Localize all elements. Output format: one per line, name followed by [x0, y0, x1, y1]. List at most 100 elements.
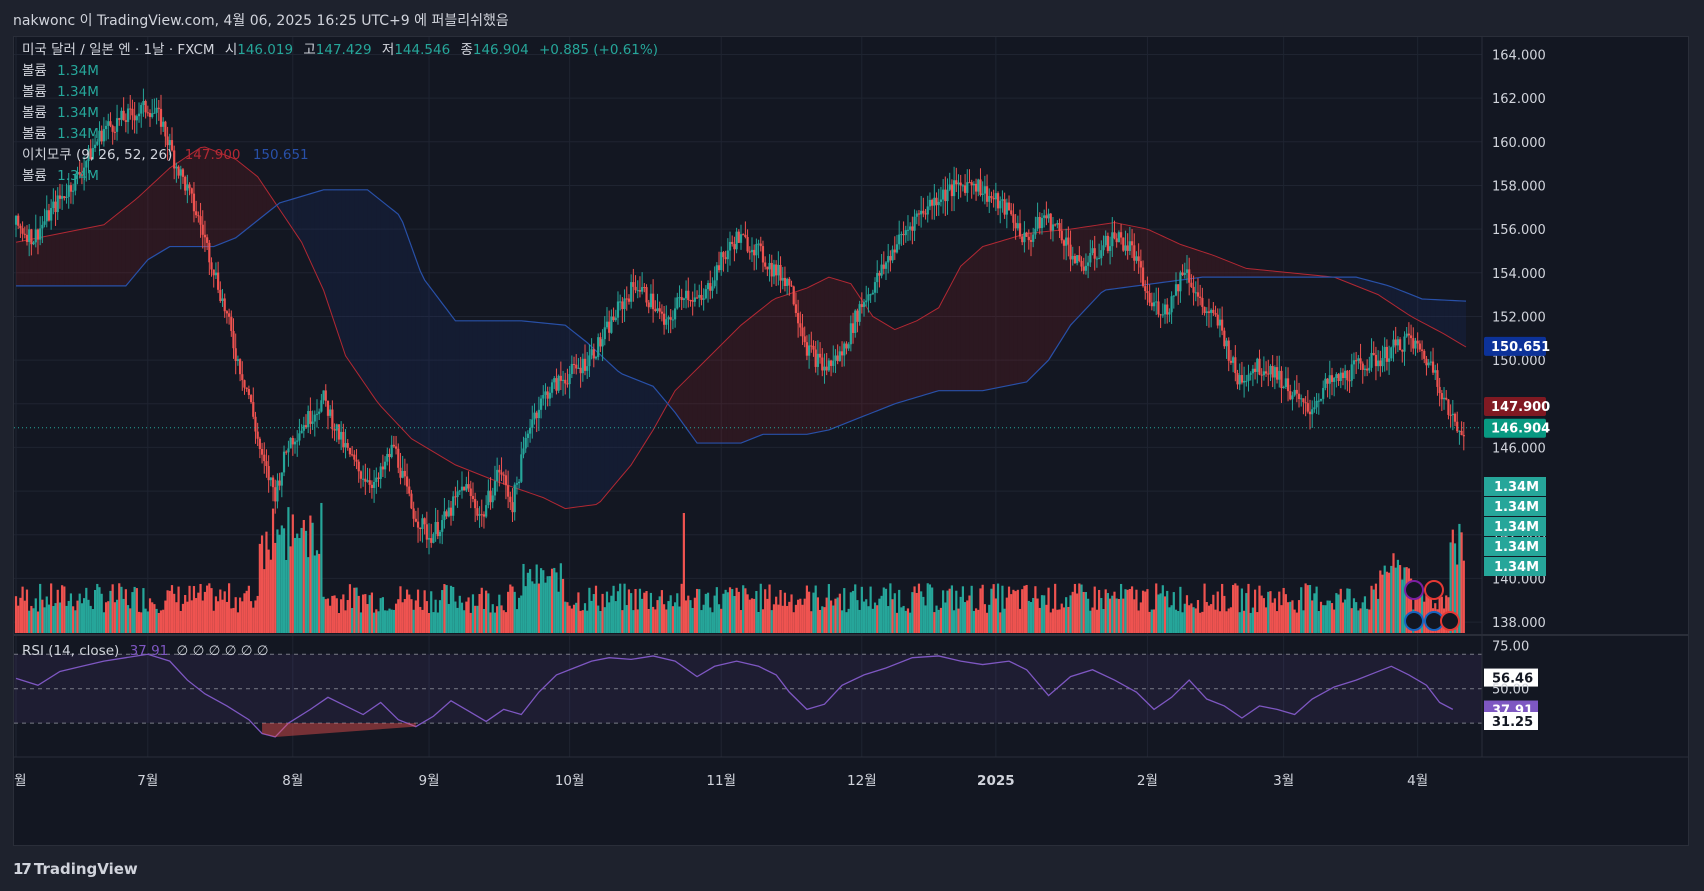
- volume-bar: [572, 604, 576, 633]
- candle-body: [959, 182, 962, 186]
- candle-body: [966, 182, 969, 193]
- ichimoku-cloud-fill: [1272, 271, 1278, 278]
- volume-bar: [245, 590, 248, 633]
- candle-body: [608, 321, 611, 333]
- candle-body: [792, 286, 795, 305]
- price-chart[interactable]: 164.000162.000160.000158.000156.000154.0…: [14, 37, 1688, 845]
- candle-body: [770, 262, 773, 277]
- volume-bar: [1065, 597, 1068, 633]
- candle-body: [1390, 347, 1393, 359]
- volume-bar: [939, 607, 943, 633]
- volume-bar: [843, 588, 846, 633]
- candle-body: [507, 485, 510, 497]
- candle-body: [528, 427, 532, 434]
- volume-bar: [1379, 570, 1382, 633]
- volume-bar: [425, 601, 428, 633]
- candle-body: [810, 345, 813, 347]
- volume-bar: [173, 593, 176, 633]
- candle-body: [909, 226, 912, 230]
- volume-bar: [1449, 542, 1452, 633]
- volume-bar: [140, 612, 143, 633]
- candle-body: [443, 511, 446, 521]
- candle-body: [212, 269, 215, 276]
- rsi-band: [14, 654, 1482, 724]
- volume-row[interactable]: 볼륨 1.34M: [22, 166, 658, 187]
- volume-bar: [89, 605, 92, 633]
- volume-row[interactable]: 볼륨 1.34M: [22, 82, 658, 103]
- candle-body: [1442, 397, 1446, 400]
- ichimoku-cloud-fill: [1246, 268, 1251, 278]
- volume-label-bg: [1484, 517, 1546, 536]
- candle-body: [467, 484, 470, 489]
- candle-body: [1133, 245, 1136, 261]
- change-value: +0.885 (+0.61%): [539, 42, 658, 58]
- volume-bar: [474, 605, 477, 633]
- candle-body: [568, 373, 571, 385]
- candle-body: [1021, 236, 1024, 243]
- candle-body: [882, 264, 885, 269]
- volume-bar: [608, 602, 611, 633]
- candle-body: [1098, 258, 1101, 260]
- candle-body: [104, 125, 108, 130]
- volume-row[interactable]: 볼륨 1.34M: [22, 103, 658, 124]
- volume-bar: [1341, 602, 1345, 633]
- candle-body: [364, 478, 367, 482]
- volume-bar: [296, 533, 299, 633]
- candle-body: [135, 116, 138, 121]
- tradingview-brand[interactable]: 17 TradingView: [13, 860, 138, 878]
- volume-bar: [1098, 589, 1101, 633]
- candle-body: [118, 118, 121, 120]
- candle-body: [1130, 241, 1134, 246]
- volume-bar: [684, 600, 688, 633]
- candle-body: [465, 484, 468, 491]
- price-tick-label: 158.000: [1492, 179, 1546, 194]
- ichimoku-cloud-fill: [64, 231, 69, 286]
- volume-bar: [953, 610, 956, 633]
- ichimoku-cloud-fill: [376, 196, 381, 407]
- ichimoku-row[interactable]: 이치모쿠 (9, 26, 52, 26) 147.900 150.651: [22, 145, 658, 166]
- candle-body: [654, 309, 657, 311]
- volume-bar: [1104, 589, 1107, 633]
- volume-bar: [827, 584, 830, 633]
- volume-row[interactable]: 볼륨 1.34M: [22, 124, 658, 145]
- candle-body: [1078, 255, 1081, 261]
- volume-row[interactable]: 볼륨 1.34M: [22, 61, 658, 82]
- candle-body: [873, 282, 877, 293]
- volume-bar: [783, 592, 787, 633]
- candle-body: [880, 264, 883, 276]
- ichimoku-cloud-fill: [1457, 300, 1462, 345]
- volume-bar: [805, 585, 809, 633]
- volume-bar: [823, 607, 826, 633]
- candle-body: [258, 438, 261, 449]
- volume-bar: [256, 595, 259, 633]
- volume-bar: [1302, 610, 1305, 633]
- ichimoku-cloud-fill: [1009, 237, 1014, 386]
- candle-body: [950, 184, 954, 197]
- candle-body: [65, 196, 68, 198]
- volume-bar: [643, 592, 646, 633]
- ichimoku-cloud-fill: [1224, 259, 1229, 278]
- volume-bar: [322, 596, 325, 633]
- candle-body: [1346, 370, 1349, 381]
- candle-body: [735, 231, 738, 250]
- volume-bar: [621, 610, 624, 633]
- volume-bar: [111, 584, 114, 633]
- volume-bar: [447, 603, 450, 633]
- candle-body: [1203, 306, 1206, 313]
- candle-body: [489, 490, 492, 503]
- candle-body: [1370, 352, 1373, 368]
- volume-bar: [1260, 595, 1263, 633]
- candle-body: [157, 107, 160, 109]
- volume-bar: [186, 601, 189, 633]
- candle-body: [485, 505, 488, 517]
- volume-bar: [733, 596, 736, 633]
- candle-body: [91, 148, 94, 159]
- chart-panel[interactable]: 164.000 162.000 160.000 158.000 156.000 154.0…: [13, 36, 1689, 846]
- rsi-legend[interactable]: RSI (14, close) 37.91 ∅ ∅ ∅ ∅ ∅ ∅: [22, 643, 269, 659]
- candle-body: [245, 387, 248, 390]
- volume-bar: [867, 606, 870, 633]
- candle-body: [669, 317, 672, 320]
- candle-body: [1177, 284, 1180, 292]
- ichimoku-cloud-fill: [77, 229, 82, 286]
- candle-body: [1256, 358, 1259, 372]
